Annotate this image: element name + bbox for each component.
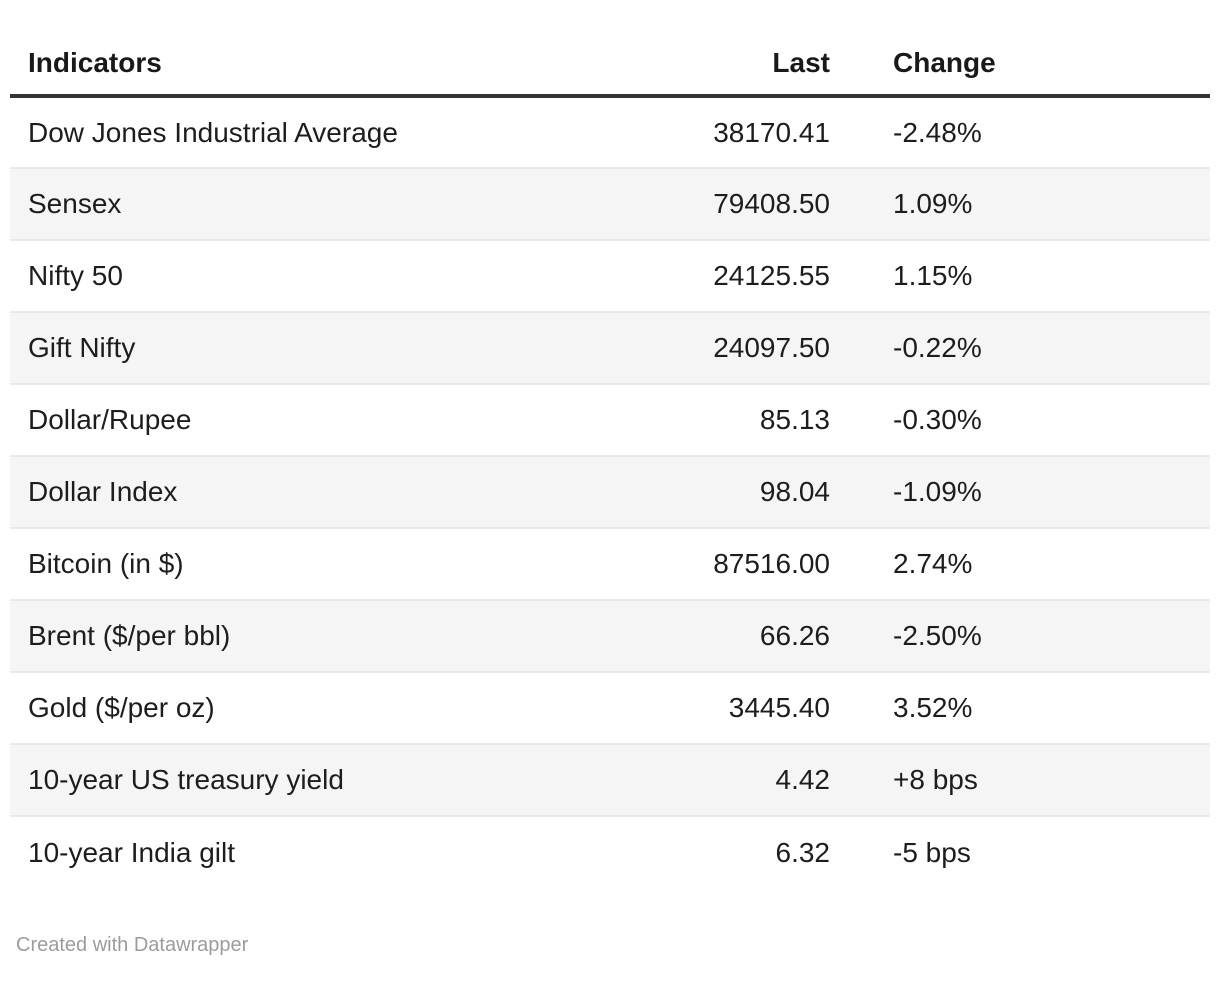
cell-last: 3445.40	[510, 671, 830, 744]
cell-indicator: Dollar Index	[10, 455, 510, 528]
table-row: 10-year India gilt 6.32 -5 bps	[10, 815, 1210, 888]
cell-change: -5 bps	[830, 815, 1210, 888]
table-row: Gold ($/per oz) 3445.40 3.52%	[10, 671, 1210, 744]
table-row: 10-year US treasury yield 4.42 +8 bps	[10, 743, 1210, 816]
cell-change: 3.52%	[830, 671, 1210, 744]
cell-indicator: Nifty 50	[10, 239, 510, 312]
cell-indicator: 10-year India gilt	[10, 815, 510, 888]
cell-indicator: Bitcoin (in $)	[10, 527, 510, 600]
table-row: Bitcoin (in $) 87516.00 2.74%	[10, 527, 1210, 600]
table-row: Nifty 50 24125.55 1.15%	[10, 239, 1210, 312]
column-header-indicators: Indicators	[10, 24, 510, 98]
cell-change: -0.22%	[830, 311, 1210, 384]
header-row: Indicators Last Change	[10, 24, 1210, 98]
cell-change: -1.09%	[830, 455, 1210, 528]
cell-last: 87516.00	[510, 527, 830, 600]
table-body: Dow Jones Industrial Average 38170.41 -2.4…	[10, 96, 1210, 888]
cell-indicator: 10-year US treasury yield	[10, 743, 510, 816]
cell-last: 98.04	[510, 455, 830, 528]
cell-change: -2.48%	[893, 116, 982, 148]
table-row: Gift Nifty 24097.50 -0.22%	[10, 311, 1210, 384]
cell-change: 1.09%	[830, 167, 1210, 240]
cell-change: -0.30%	[830, 383, 1210, 456]
cell-indicator: Brent ($/per bbl)	[10, 599, 510, 672]
cell-indicator: Gift Nifty	[10, 311, 510, 384]
cell-indicator: Sensex	[10, 167, 510, 240]
attribution-text: Created with Datawrapper	[16, 934, 249, 956]
indicators-table-page: Indicators Last Change Dow Jones Industr…	[10, 24, 1210, 956]
cell-last: 85.13	[510, 383, 830, 456]
table-header: Indicators Last Change	[10, 24, 1210, 98]
table-row: Dollar/Rupee 85.13 -0.30%	[10, 383, 1210, 456]
table-row: Dow Jones Industrial Average 38170.41 -2.4…	[10, 96, 1210, 168]
cell-last: 4.42	[510, 743, 830, 816]
column-header-last: Last	[510, 24, 830, 98]
table-row: Brent ($/per bbl) 66.26 -2.50%	[10, 599, 1210, 672]
cell-last: 6.32	[510, 815, 830, 888]
cell-change: -2.50%	[830, 599, 1210, 672]
cell-last: 24097.50	[510, 311, 830, 384]
indicators-table: Indicators Last Change Dow Jones Industr…	[10, 24, 1210, 888]
cell-change: 1.15%	[830, 239, 1210, 312]
table-row: Sensex 79408.50 1.09%	[10, 167, 1210, 240]
cell-last: 38170.41	[713, 116, 830, 148]
cell-last: 79408.50	[510, 167, 830, 240]
table-row: Dollar Index 98.04 -1.09%	[10, 455, 1210, 528]
cell-change: +8 bps	[830, 743, 1210, 816]
cell-indicator: Gold ($/per oz)	[10, 671, 510, 744]
column-header-change: Change	[830, 24, 1210, 98]
cell-last: 66.26	[510, 599, 830, 672]
cell-indicator: Dow Jones Industrial Average	[28, 116, 398, 148]
cell-indicator: Dollar/Rupee	[10, 383, 510, 456]
cell-change: 2.74%	[830, 527, 1210, 600]
cell-last: 24125.55	[510, 239, 830, 312]
